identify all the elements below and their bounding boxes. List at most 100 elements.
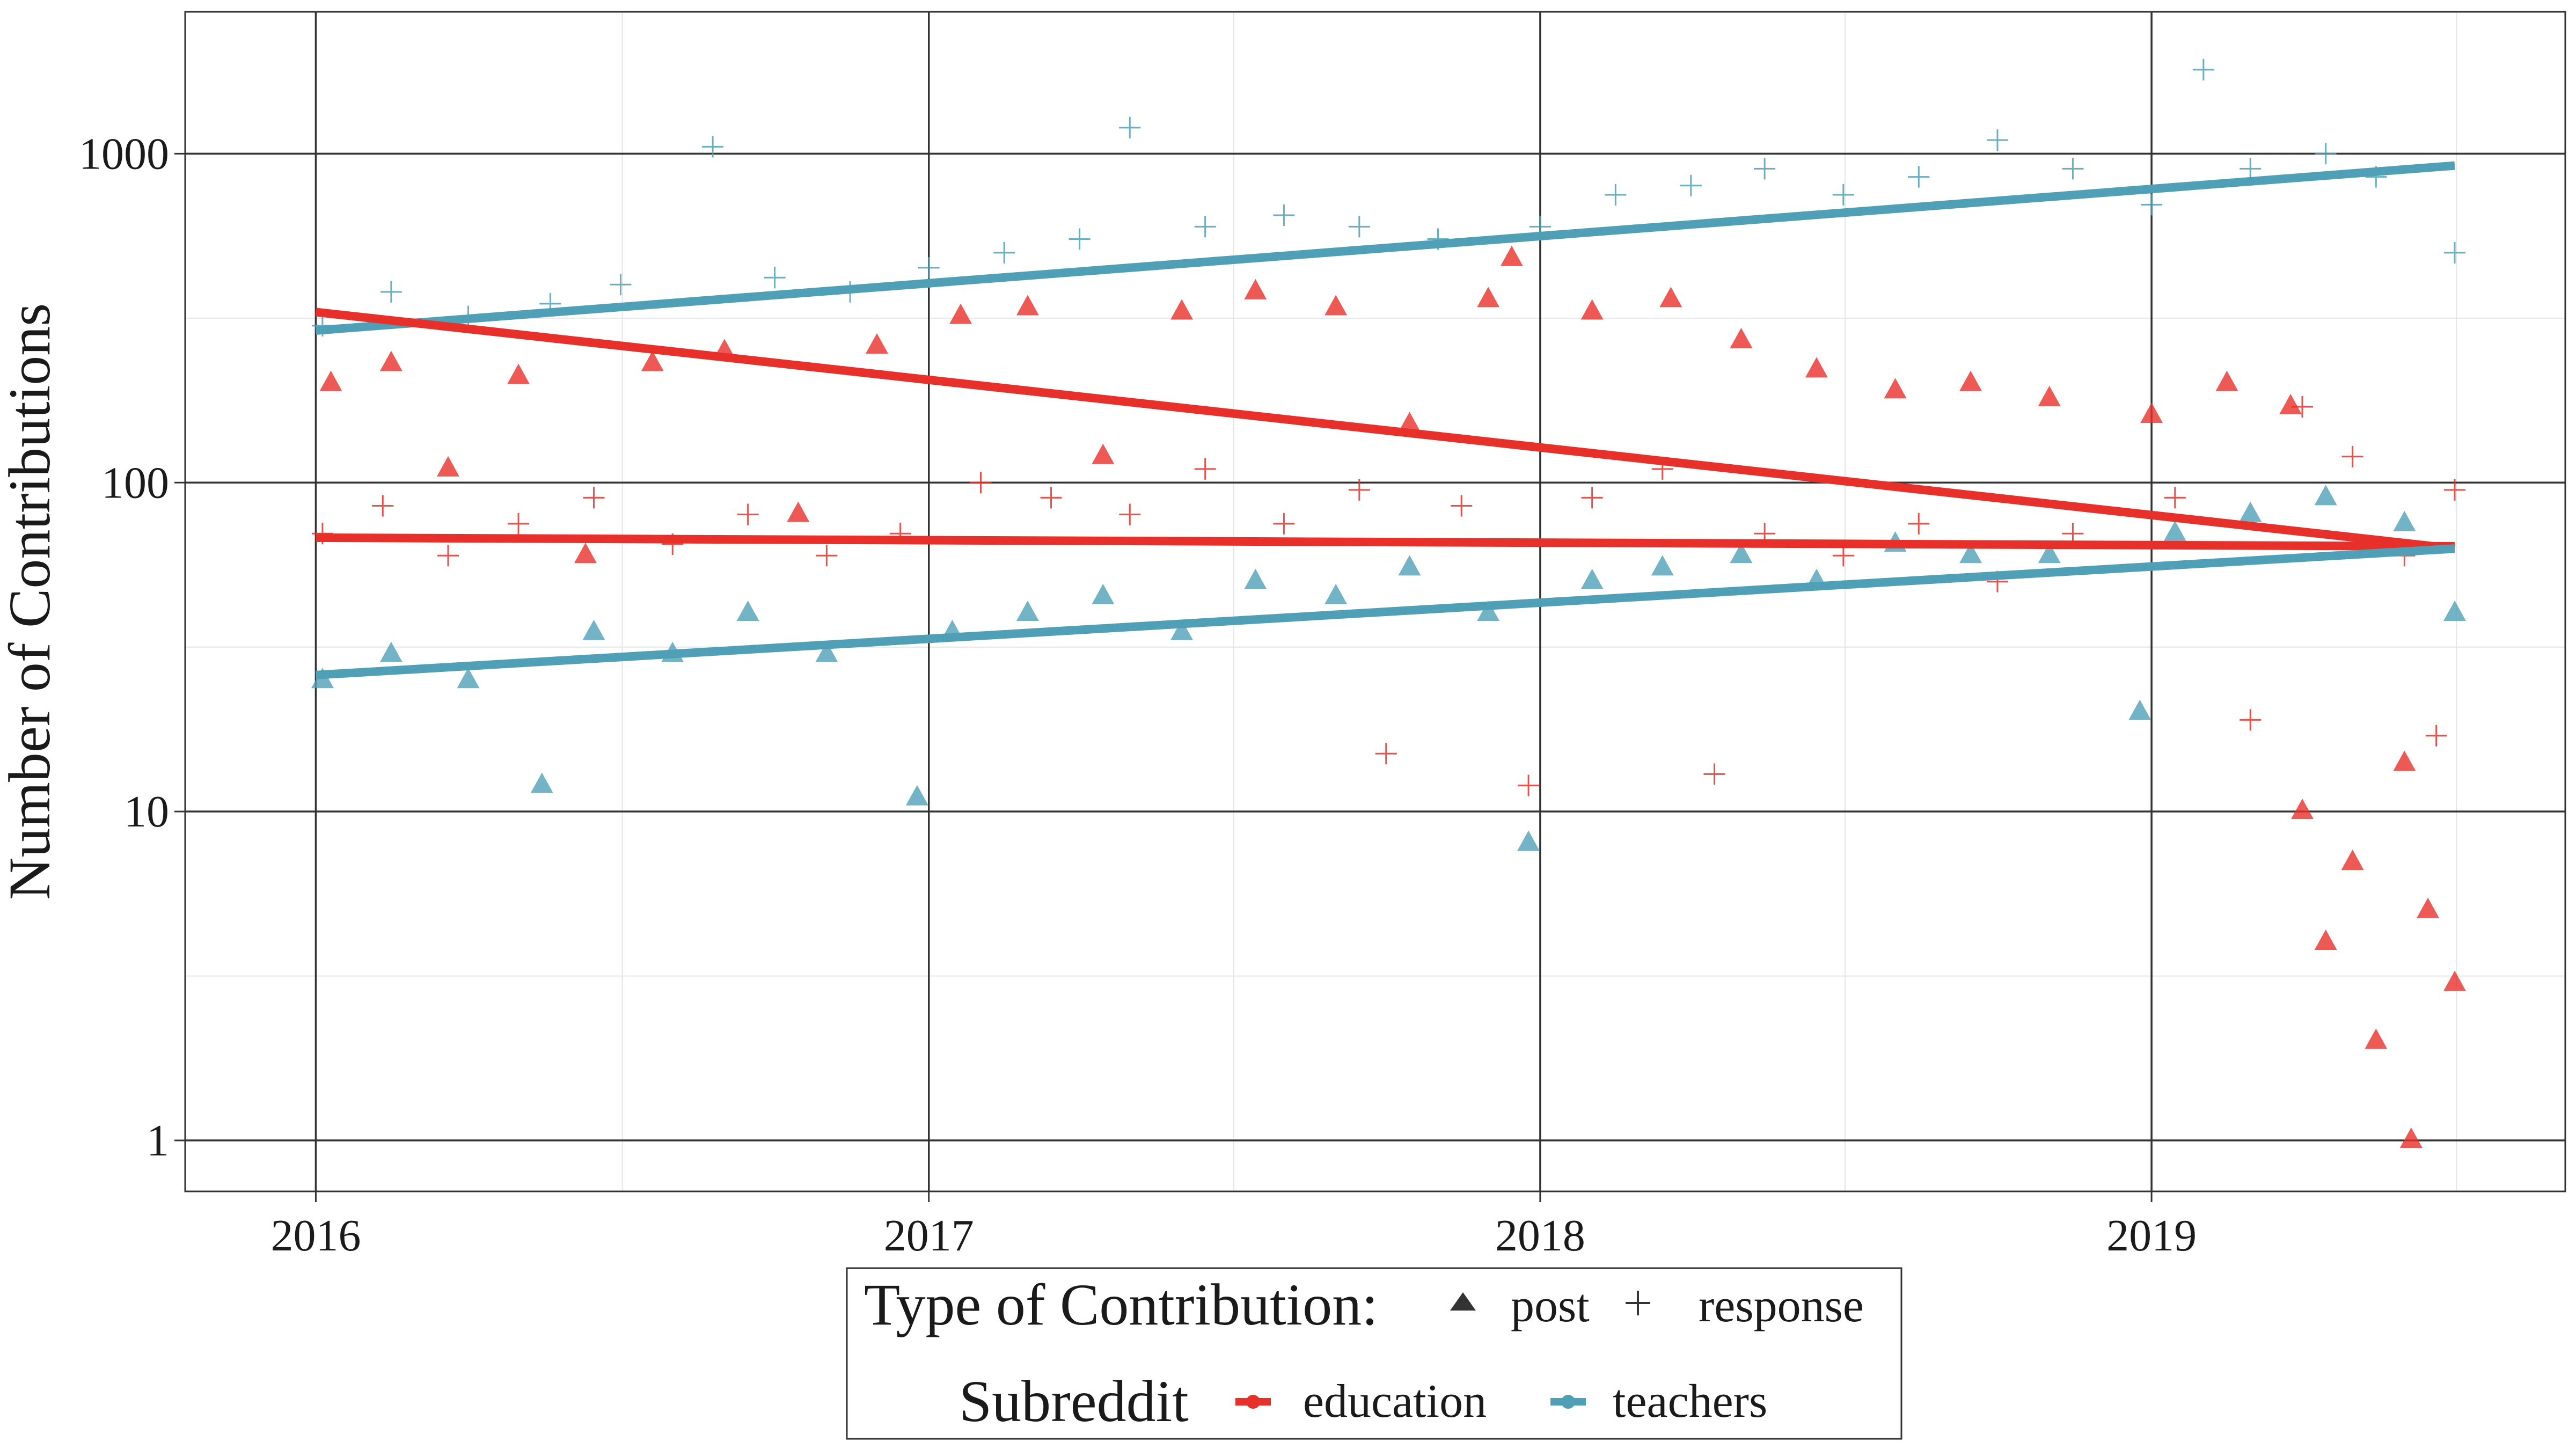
teachers-response-point bbox=[1273, 204, 1295, 226]
education-response-point bbox=[1119, 503, 1141, 525]
teachers-response-point bbox=[1194, 216, 1216, 238]
education-post-point bbox=[1959, 370, 1982, 391]
education-post-trend-line bbox=[315, 308, 2455, 553]
education-response-point bbox=[737, 503, 759, 525]
y-tick-label: 1 bbox=[147, 1116, 169, 1166]
teachers-response-trend-line bbox=[315, 161, 2455, 335]
education-post-point bbox=[2140, 402, 2163, 423]
education-response-point bbox=[1375, 743, 1397, 765]
education-post-point bbox=[2399, 1128, 2423, 1148]
legend-education-dot bbox=[1246, 1395, 1260, 1409]
teachers-post-point bbox=[2038, 543, 2061, 564]
education-post-point bbox=[1244, 279, 1267, 299]
education-response-point bbox=[1832, 545, 1854, 567]
education-post-point bbox=[1398, 412, 1421, 433]
legend-label-teachers: teachers bbox=[1613, 1375, 1767, 1428]
teachers-response-point bbox=[1832, 184, 1854, 206]
teachers-response-point bbox=[1986, 129, 2008, 151]
education-post-point bbox=[1500, 245, 1523, 266]
x-tick-label: 2017 bbox=[884, 1211, 974, 1261]
education-post-point bbox=[1477, 287, 1500, 308]
teachers-post-point bbox=[2239, 501, 2262, 522]
legend-label-education: education bbox=[1303, 1375, 1487, 1428]
education-post-point bbox=[2443, 970, 2467, 991]
teachers-response-point bbox=[1069, 228, 1091, 250]
education-post-point bbox=[641, 350, 664, 371]
teachers-response-point bbox=[1605, 184, 1627, 206]
education-post-point bbox=[574, 543, 597, 564]
teachers-post-trend-line bbox=[315, 544, 2455, 679]
education-response-point bbox=[508, 513, 530, 535]
education-post-point bbox=[2290, 799, 2314, 819]
education-post-point bbox=[1580, 299, 1604, 320]
legend-color-title: Subreddit bbox=[959, 1368, 1189, 1434]
teachers-response-point bbox=[1908, 166, 1930, 188]
education-response-point bbox=[1518, 774, 1540, 796]
teachers-post-point bbox=[1092, 583, 1115, 604]
education-post-point bbox=[1016, 295, 1039, 316]
legend-label-response: response bbox=[1699, 1280, 1864, 1332]
legend-shape-title: Type of Contribution: bbox=[864, 1272, 1378, 1337]
teachers-post-point bbox=[1016, 601, 1039, 621]
education-post-point bbox=[2341, 850, 2364, 870]
x-tick-label: 2016 bbox=[270, 1211, 361, 1261]
education-post-point bbox=[1170, 299, 1194, 320]
teachers-post-point bbox=[2393, 510, 2416, 531]
y-axis-ticks: 1 10 100 1000 bbox=[79, 129, 185, 1166]
teachers-post-point bbox=[1477, 601, 1500, 621]
education-post-point bbox=[2215, 370, 2238, 391]
teachers-response-point bbox=[1119, 116, 1141, 138]
education-response-point bbox=[437, 545, 459, 567]
education-response-point bbox=[2444, 479, 2466, 501]
legend-label-post: post bbox=[1511, 1280, 1590, 1332]
teachers-response-point bbox=[2444, 241, 2466, 264]
teachers-post-point bbox=[2314, 485, 2337, 506]
education-post-point bbox=[2365, 1028, 2388, 1049]
teachers-post-point bbox=[1244, 568, 1267, 589]
teachers-response-point bbox=[702, 136, 724, 158]
education-post-point bbox=[1730, 327, 1753, 348]
teachers-post-point bbox=[530, 772, 553, 793]
teachers-post-point bbox=[815, 641, 838, 662]
teachers-post-point bbox=[1651, 555, 1674, 576]
x-tick-label: 2018 bbox=[1495, 1211, 1585, 1261]
teachers-post-point bbox=[1580, 568, 1604, 589]
teachers-post-point bbox=[2443, 601, 2467, 621]
teachers-post-point bbox=[1730, 543, 1753, 564]
teachers-response-point bbox=[1680, 174, 1702, 196]
teachers-response-point bbox=[2315, 143, 2337, 165]
legend-plus-icon bbox=[1626, 1291, 1650, 1315]
y-tick-label: 10 bbox=[124, 787, 169, 837]
teachers-post-point bbox=[736, 601, 759, 621]
education-post-point bbox=[1659, 287, 1682, 308]
education-response-point bbox=[583, 487, 605, 509]
legend-triangle-icon bbox=[1450, 1292, 1476, 1311]
education-response-point bbox=[2240, 709, 2262, 731]
education-post-point bbox=[2314, 930, 2337, 950]
education-response-point bbox=[970, 472, 992, 494]
education-response-point bbox=[2341, 445, 2363, 467]
education-response-trend-line bbox=[316, 533, 2455, 551]
teachers-response-point bbox=[764, 267, 786, 289]
teachers-post-point bbox=[905, 785, 928, 806]
teachers-response-point bbox=[993, 241, 1015, 264]
teachers-response-point bbox=[1348, 216, 1370, 238]
teachers-post-point bbox=[457, 668, 480, 689]
teachers-response-point bbox=[380, 281, 402, 303]
education-response-point bbox=[1040, 487, 1062, 509]
legend-box bbox=[846, 1267, 1902, 1440]
education-response-point bbox=[816, 545, 838, 567]
y-tick-label: 1000 bbox=[79, 129, 169, 179]
teachers-post-point bbox=[379, 641, 402, 662]
x-tick-label: 2019 bbox=[2106, 1211, 2197, 1261]
education-response-point bbox=[1273, 513, 1295, 535]
education-post-point bbox=[2279, 394, 2302, 415]
education-post-point bbox=[507, 363, 530, 384]
education-response-point bbox=[1908, 513, 1930, 535]
education-post-point bbox=[437, 456, 460, 477]
data-points bbox=[311, 58, 2467, 1148]
education-post-point bbox=[319, 370, 342, 391]
teachers-post-point bbox=[2163, 521, 2186, 541]
education-response-point bbox=[2425, 724, 2447, 747]
teachers-post-point bbox=[2128, 699, 2151, 720]
